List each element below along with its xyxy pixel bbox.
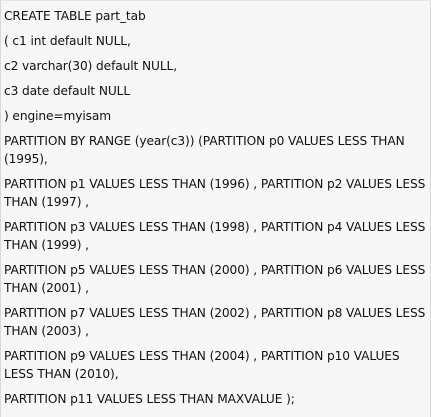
code-line-create-table: CREATE TABLE part_tab	[4, 9, 146, 23]
code-line-partitions-p9-p10: PARTITION p9 VALUES LESS THAN (2004) , P…	[4, 349, 400, 381]
code-line-partition-p11: PARTITION p11 VALUES LESS THAN MAXVALUE …	[4, 392, 295, 406]
code-line-column-c1: ( c1 int default NULL,	[4, 34, 131, 48]
code-line-partitions-p5-p6: PARTITION p5 VALUES LESS THAN (2000) , P…	[4, 263, 426, 295]
code-line-partitions-p7-p8: PARTITION p7 VALUES LESS THAN (2002) , P…	[4, 306, 426, 338]
code-line-partitions-p1-p2: PARTITION p1 VALUES LESS THAN (1996) , P…	[4, 177, 426, 209]
code-line-column-c2: c2 varchar(30) default NULL,	[4, 59, 177, 73]
code-line-partitions-p3-p4: PARTITION p3 VALUES LESS THAN (1998) , P…	[4, 220, 426, 252]
code-line-engine: ) engine=myisam	[4, 109, 112, 123]
code-line-partition-by-range: PARTITION BY RANGE (year(c3)) (PARTITION…	[4, 134, 405, 166]
code-line-column-c3: c3 date default NULL	[4, 84, 131, 98]
